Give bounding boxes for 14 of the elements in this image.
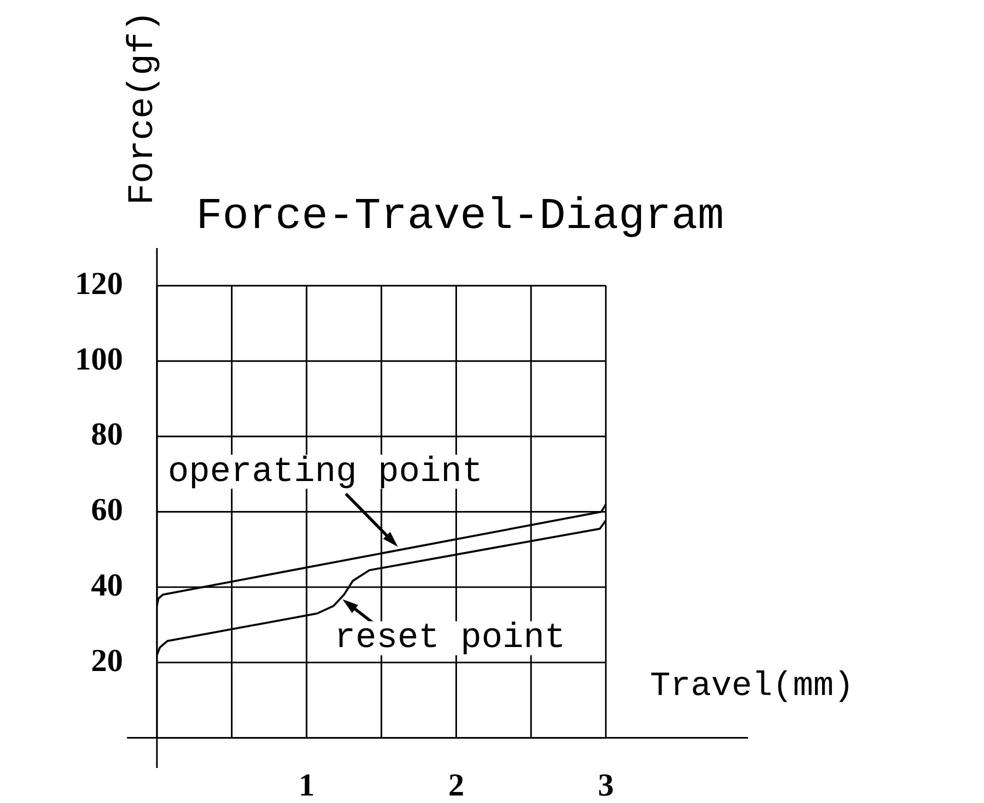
y-tick-label: 40 (91, 566, 123, 602)
y-axis-title: Force(gf) (122, 10, 163, 205)
y-tick-label: 120 (75, 264, 123, 301)
x-axis-title: Travel(mm) (650, 668, 854, 706)
x-tick-label: 2 (448, 766, 464, 802)
chart-title: Force-Travel-Diagram (196, 192, 724, 242)
y-tick-label: 80 (91, 416, 123, 452)
x-tick-label: 3 (598, 766, 614, 802)
y-tick-label: 20 (91, 642, 123, 678)
annotation: operating point (168, 452, 483, 492)
y-tick-label: 100 (75, 340, 123, 376)
annotation: reset point (334, 618, 566, 658)
x-tick-label: 1 (298, 766, 315, 802)
y-tick-label: 60 (91, 491, 123, 528)
